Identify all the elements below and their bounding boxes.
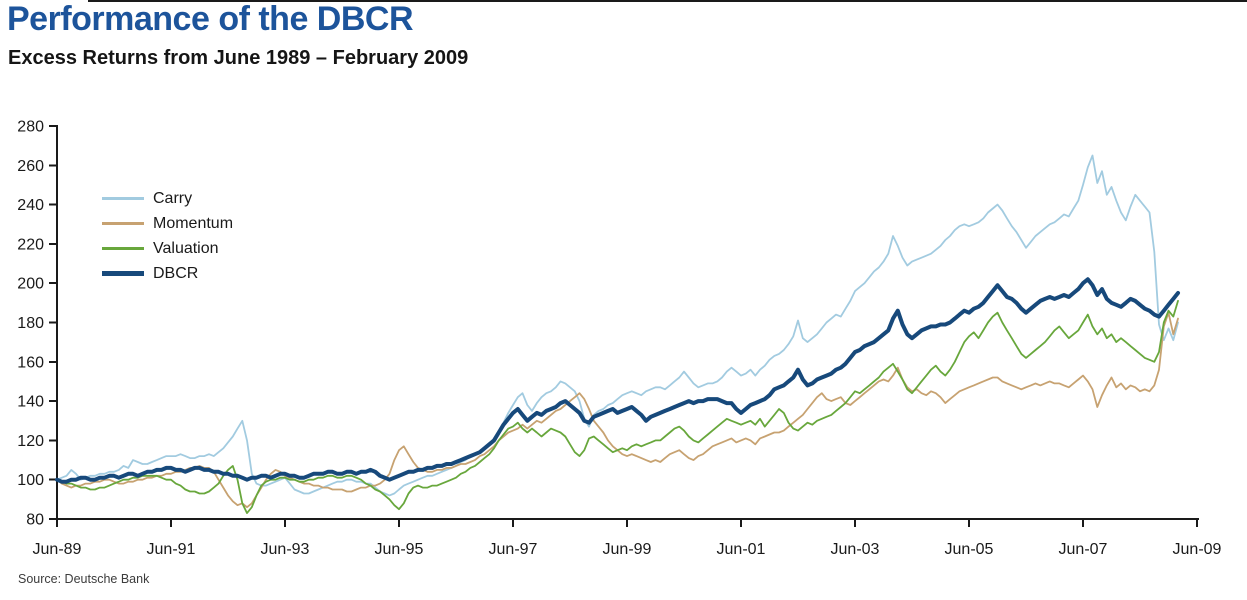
svg-text:240: 240 bbox=[17, 197, 44, 214]
svg-text:220: 220 bbox=[17, 236, 44, 253]
svg-text:Jun-97: Jun-97 bbox=[489, 541, 538, 558]
svg-text:Jun-05: Jun-05 bbox=[945, 541, 994, 558]
svg-text:180: 180 bbox=[17, 315, 44, 332]
momentum-line-swatch bbox=[102, 222, 144, 225]
svg-text:Jun-93: Jun-93 bbox=[261, 541, 310, 558]
dbcr-line-swatch bbox=[102, 271, 144, 276]
top-border-line bbox=[88, 0, 1247, 2]
legend-item-carry: Carry bbox=[102, 186, 233, 211]
svg-text:140: 140 bbox=[17, 394, 44, 411]
svg-text:100: 100 bbox=[17, 472, 44, 489]
valuation-line-swatch bbox=[102, 247, 144, 250]
svg-text:120: 120 bbox=[17, 433, 44, 450]
svg-text:260: 260 bbox=[17, 158, 44, 175]
svg-text:80: 80 bbox=[26, 512, 44, 529]
legend-label-dbcr: DBCR bbox=[153, 264, 199, 282]
svg-text:280: 280 bbox=[17, 119, 44, 136]
legend-item-valuation: Valuation bbox=[102, 236, 233, 261]
legend-item-dbcr: DBCR bbox=[102, 261, 233, 286]
svg-text:Jun-91: Jun-91 bbox=[147, 541, 196, 558]
legend-label-momentum: Momentum bbox=[153, 214, 234, 232]
carry-line-swatch bbox=[102, 197, 144, 200]
source-note: Source: Deutsche Bank bbox=[18, 572, 150, 586]
legend-item-momentum: Momentum bbox=[102, 211, 233, 236]
svg-text:160: 160 bbox=[17, 354, 44, 371]
svg-text:Jun-07: Jun-07 bbox=[1059, 541, 1108, 558]
legend-label-valuation: Valuation bbox=[153, 239, 219, 257]
svg-text:Jun-03: Jun-03 bbox=[831, 541, 880, 558]
svg-text:Jun-95: Jun-95 bbox=[375, 541, 424, 558]
svg-text:Jun-99: Jun-99 bbox=[603, 541, 652, 558]
svg-text:200: 200 bbox=[17, 276, 44, 293]
svg-text:Jun-09: Jun-09 bbox=[1173, 541, 1222, 558]
chart-subtitle: Excess Returns from June 1989 – February… bbox=[8, 47, 469, 69]
chart-title: Performance of the DBCR bbox=[7, 0, 414, 38]
svg-text:Jun-89: Jun-89 bbox=[33, 541, 82, 558]
svg-text:Jun-01: Jun-01 bbox=[717, 541, 766, 558]
legend-label-carry: Carry bbox=[153, 189, 193, 207]
chart-legend: Carry Momentum Valuation DBCR bbox=[102, 186, 233, 286]
